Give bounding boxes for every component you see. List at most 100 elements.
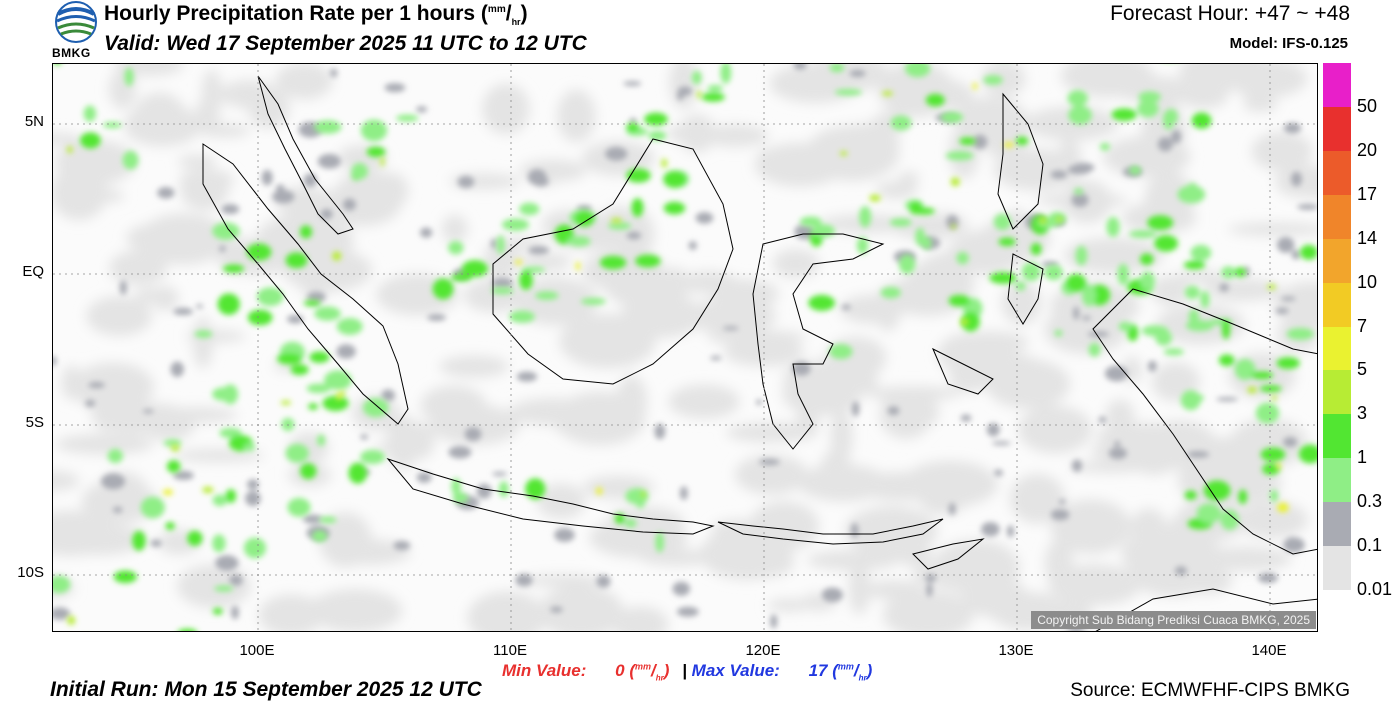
precip-cell-trace	[699, 527, 794, 580]
precip-cell-moderate	[451, 273, 472, 282]
precip-cell-moderate	[1250, 371, 1274, 380]
precip-cell-moderate	[812, 224, 836, 238]
precip-cell-moderate	[1255, 402, 1280, 424]
precip-cell-heavy	[1038, 217, 1047, 224]
precip-cell-moderate	[1184, 490, 1197, 500]
precip-cell-moderate	[122, 150, 139, 170]
precip-cell-light	[1147, 360, 1157, 372]
precip-cell-moderate	[1276, 357, 1300, 370]
precip-cell-trace	[177, 564, 252, 609]
max-value: 17	[808, 661, 828, 680]
precip-cell-moderate	[132, 530, 146, 551]
precip-cell-light	[464, 427, 482, 441]
legend-label: 7	[1357, 315, 1368, 336]
precip-cell-trace	[1227, 222, 1317, 237]
title-unit-sub: hr	[511, 17, 521, 28]
precip-cell-trace	[875, 180, 918, 200]
precip-cell-trace	[848, 562, 871, 615]
precip-cell-moderate	[1188, 309, 1199, 325]
precip-cell-moderate	[535, 291, 559, 300]
precip-cell-heavy	[202, 486, 214, 494]
precip-cell-light	[972, 134, 988, 150]
precip-cell-light	[948, 502, 956, 516]
precip-cell-moderate	[83, 105, 97, 122]
precip-cell-trace	[1060, 64, 1154, 98]
precip-cell-trace	[1017, 405, 1093, 454]
precip-cell-trace	[621, 292, 703, 338]
precip-cell-trace	[1068, 460, 1153, 473]
precip-cell-trace	[981, 64, 1026, 97]
title-text: Hourly Precipitation Rate per 1 hours	[104, 2, 476, 25]
precip-cell-moderate	[309, 351, 330, 363]
precip-cell-moderate	[1021, 262, 1041, 282]
precip-cell-moderate	[1203, 480, 1231, 501]
precip-cell-light	[342, 198, 356, 211]
precip-cell-trace	[467, 591, 547, 631]
precip-cell-moderate	[856, 236, 869, 254]
coast-australia	[1095, 588, 1317, 631]
precip-cell-moderate	[890, 115, 912, 131]
precip-cell-light	[528, 246, 550, 255]
precip-cell-trace	[954, 96, 1028, 145]
precip-cell-trace	[53, 470, 80, 491]
precip-cell-light	[1073, 306, 1080, 320]
precip-cell-moderate	[799, 216, 822, 227]
precip-cell-moderate	[607, 222, 632, 230]
precip-cell-trace	[86, 296, 153, 336]
precip-cell-trace	[1130, 508, 1167, 546]
precip-cell-light	[1286, 536, 1296, 553]
precip-cell-trace	[937, 332, 1009, 376]
legend-label: 14	[1357, 227, 1378, 248]
precip-cell-moderate	[124, 67, 134, 87]
precip-cell-moderate	[624, 518, 637, 528]
precip-cell-moderate	[222, 264, 245, 273]
precip-cell-light	[676, 91, 684, 101]
precip-cell-light	[1108, 447, 1127, 460]
precip-cell-moderate	[961, 311, 980, 332]
coastlines	[202, 75, 1317, 631]
precip-cell-trace	[219, 79, 279, 109]
coast-bali-nusa	[717, 518, 944, 545]
precip-cell-light	[1276, 236, 1295, 253]
data-source: Source: ECMWFHF-CIPS BMKG	[1070, 680, 1350, 701]
precip-cell-trace	[1158, 366, 1191, 398]
precip-cell-light	[527, 169, 547, 185]
precip-cell-moderate	[691, 70, 702, 85]
precip-cell-heavy	[839, 151, 848, 156]
precip-cell-light	[629, 117, 637, 125]
precip-cell-light	[457, 175, 475, 188]
max-unit-sub: hr	[858, 673, 867, 683]
precip-cell-light	[851, 401, 860, 417]
precip-light-layer	[53, 64, 1317, 631]
precip-cell-trace	[1063, 237, 1164, 274]
precip-cell-trace	[179, 169, 229, 211]
precip-cell-moderate	[1138, 91, 1161, 103]
precip-cell-moderate	[1234, 358, 1256, 381]
legend-label: 10	[1357, 271, 1378, 292]
precip-cell-light	[596, 575, 611, 588]
precip-cell-trace	[557, 89, 596, 143]
precip-cell-moderate	[1137, 100, 1159, 118]
precip-cell-light	[710, 355, 722, 361]
precip-cell-light	[1104, 365, 1128, 382]
precip-cell-light	[793, 64, 807, 70]
precip-cell-light	[170, 361, 184, 377]
precip-cell-trace	[701, 124, 769, 147]
precip-cell-trace	[306, 597, 335, 620]
precip-cell-heavy	[696, 90, 702, 99]
precip-cell-moderate	[53, 575, 71, 594]
lat-label-5s: 5S	[25, 414, 44, 431]
precip-cell-trace	[795, 407, 819, 438]
precip-cell-moderate	[648, 130, 667, 141]
precip-cell-trace	[754, 142, 846, 187]
coast-halmahera	[1007, 253, 1044, 325]
precip-cell-light	[150, 539, 162, 547]
precipitation-map[interactable]	[52, 63, 1318, 632]
legend-label: 50	[1357, 95, 1378, 116]
legend-swatch	[1323, 546, 1351, 591]
precip-cell-trace	[430, 404, 521, 445]
precip-cell-heavy	[162, 489, 173, 496]
precip-cell-light	[841, 304, 851, 310]
precip-cell-light	[320, 208, 333, 220]
precip-cell-moderate	[212, 534, 226, 553]
